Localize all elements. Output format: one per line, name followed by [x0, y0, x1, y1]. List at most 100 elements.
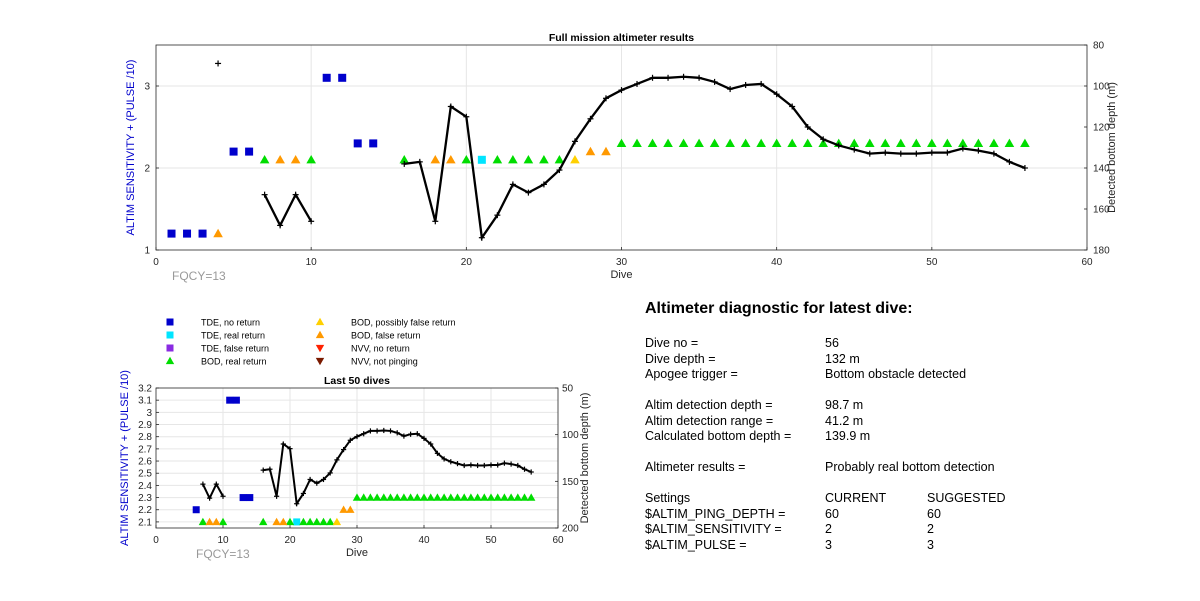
last-50-depth-point: [267, 466, 273, 472]
full-mission-y-right-axis-label: Detected bottom depth (m): [1106, 82, 1118, 213]
last-50-marker-bod-real-return: [299, 517, 308, 526]
dive-no-label: Dive no =: [645, 336, 699, 350]
last-50-marker-bod-real-return: [393, 493, 402, 501]
last-50-y-left-tick-label: 2.7: [138, 444, 152, 455]
full-mission-marker-bod-real-return: [632, 138, 642, 147]
last-50-x-tick-label: 30: [351, 535, 363, 546]
pulse-label: $ALTIM_PULSE =: [645, 537, 747, 552]
last-50-depth-point: [361, 431, 367, 437]
full-mission-marker-bod-real-return: [740, 138, 751, 147]
last-50-depth-point: [367, 428, 373, 434]
last-50-depth-point: [260, 467, 266, 473]
last-50-depth-point: [207, 495, 213, 501]
full-mission-marker-bod-false-return: [430, 155, 441, 164]
last-50-depth-point: [501, 460, 507, 466]
last-50-y-left-tick-label: 3.1: [138, 396, 152, 407]
last-50-marker-bod-real-return: [453, 493, 462, 501]
full-mission-depth-point: [292, 191, 299, 198]
last-50-marker-bod-real-return: [366, 493, 375, 501]
full-mission-marker-bod-real-return: [492, 155, 503, 164]
full-mission-marker-bod-real-return: [927, 138, 937, 147]
last-50-depth-point: [280, 441, 286, 447]
full-mission-x-tick-label: 0: [153, 257, 159, 268]
last-50-marker-tde-no-return: [226, 396, 234, 404]
calc-depth-label: Calculated bottom depth =: [645, 429, 792, 443]
full-mission-depth-point: [215, 60, 222, 67]
last-50-depth-point: [461, 462, 467, 469]
full-mission-y-left-axis-label: ALTIM SENSITIVITY + (PULSE /10): [125, 60, 137, 236]
last-50-x-tick-label: 50: [485, 535, 497, 546]
last-50-marker-bod-real-return: [500, 493, 509, 501]
last-50-depth-point: [387, 428, 394, 434]
dive-no-row: Dive no = 56: [645, 336, 1165, 352]
last-50-x-tick-label: 10: [217, 535, 229, 546]
last-50-marker-bod-real-return: [352, 493, 362, 501]
full-mission-y-left-tick-label: 1: [144, 246, 150, 257]
last-50-y-right-tick-label: 150: [562, 477, 579, 488]
legend-label: TDE, no return: [201, 318, 260, 328]
full-mission-y-right-tick-label: 180: [1093, 246, 1110, 257]
altim-range-row: Altim detection range = 41.2 m: [645, 414, 1165, 430]
last-50-depth-point: [454, 461, 461, 467]
full-mission-depth-point: [1021, 165, 1028, 171]
last-50-marker-bod-real-return: [473, 493, 482, 501]
full-mission-marker-bod-real-return: [678, 138, 689, 147]
full-mission-depth-point: [990, 150, 997, 157]
last-50-depth-point: [200, 481, 206, 487]
last-50-depth-point: [508, 461, 514, 467]
full-mission-marker-bod-real-return: [787, 138, 797, 147]
full-mission-marker-bod-real-return: [663, 138, 673, 147]
ping-depth-current: 60: [825, 506, 839, 521]
legend: TDE, no return TDE, real return TDE, false…: [165, 318, 456, 367]
last-50-depth-point: [488, 462, 494, 468]
last-50-depth-point: [421, 435, 427, 441]
last-50-y-left-tick-label: 2.4: [138, 481, 152, 492]
last-50-depth-point: [327, 470, 333, 476]
legend-marker-tde-real-return: [166, 331, 174, 339]
full-mission-depth-point: [525, 189, 532, 196]
full-mission-marker-tde-no-return: [198, 229, 207, 238]
last-50-depth-point: [294, 501, 300, 507]
apogee-row: Apogee trigger = Bottom obstacle detecte…: [645, 367, 1165, 383]
full-mission-marker-bod-real-return: [756, 138, 766, 147]
last-50-marker-bod-real-return: [372, 493, 382, 501]
last-50-marker-bod-real-return: [506, 493, 516, 501]
legend-marker-bod-false-return: [315, 330, 325, 339]
last-50-x-tick-label: 60: [552, 535, 564, 546]
full-mission-marker-bod-real-return: [771, 138, 782, 147]
full-mission-marker-bod-real-return: [616, 138, 627, 147]
legend-label: BOD, false return: [351, 331, 421, 341]
full-mission-marker-bod-real-return: [259, 155, 270, 164]
legend-label: TDE, false return: [201, 344, 269, 354]
legend-marker-nvv-no-return: [315, 344, 325, 353]
pulse-row: $ALTIM_PULSE = 3 3: [645, 538, 1165, 554]
full-mission-marker-bod-real-return: [958, 138, 968, 147]
last-50-plot: 0 10 20 30 40 50 60 2.12.22.32.42.52.6 2.72.82.9…: [119, 370, 591, 561]
last-50-marker-bod-real-return: [433, 493, 442, 501]
full-mission-depth-point: [835, 142, 842, 149]
last-50-depth-point: [334, 457, 340, 463]
full-mission-depth-point: [277, 222, 284, 229]
last-50-depth-point: [314, 480, 320, 486]
last-50-y-left-axis-label: ALTIM SENSITIVITY + (PULSE /10): [119, 370, 131, 546]
full-mission-marker-bod-real-return: [508, 155, 518, 164]
pulse-suggested: 3: [927, 537, 934, 552]
full-mission-depth-point: [540, 181, 547, 188]
dive-depth-row: Dive depth = 132 m: [645, 352, 1165, 368]
full-mission-depth-point: [571, 138, 578, 145]
sensitivity-suggested: 2: [927, 522, 934, 536]
full-mission-marker-bod-real-return: [973, 138, 984, 147]
full-mission-marker-bod-false-return: [601, 146, 611, 156]
full-mission-depth-point: [261, 191, 268, 198]
full-mission-marker-bod-false-return: [275, 155, 285, 164]
legend-marker-nvv-not-pinging: [315, 357, 325, 366]
full-mission-y-left-tick-label: 2: [144, 164, 150, 175]
full-mission-marker-bod-real-return: [725, 138, 735, 147]
last-50-marker-bod-real-return: [486, 493, 496, 501]
full-mission-marker-tde-no-return: [369, 139, 378, 148]
last-50-depth-point: [515, 462, 521, 469]
full-mission-marker-bod-false-return: [446, 155, 456, 164]
full-mission-marker-bod-real-return: [554, 155, 565, 164]
full-mission-marker-bod-real-return: [911, 138, 922, 147]
full-mission-marker-tde-no-return: [229, 147, 238, 156]
